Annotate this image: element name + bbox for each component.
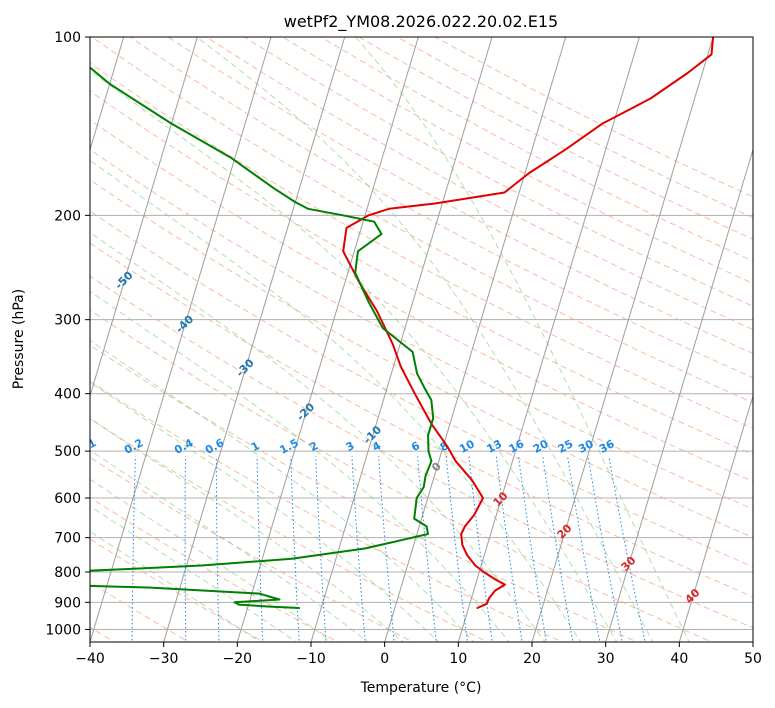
- isotherm-line: [605, 147, 753, 642]
- moist-adiabat-line: [90, 449, 369, 642]
- mixing-ratio-label: 13: [485, 437, 505, 456]
- y-tick-label: 200: [54, 208, 81, 224]
- x-axis-ticks: −40 −30 −20 −10 0 10 20 30 40 50: [75, 642, 762, 667]
- y-tick-label: 800: [54, 565, 81, 581]
- mixing-ratio-label: 10: [457, 437, 477, 456]
- temperature-profile-line: [342, 37, 715, 609]
- moist-adiabat-line: [90, 478, 333, 642]
- mixing-ratio-line: [131, 456, 136, 642]
- y-axis-ticks: 100 200 300 400 500 600 700 800 900 1000: [45, 30, 90, 638]
- mixing-ratio-label: 20: [531, 437, 551, 456]
- y-tick-label: 1000: [45, 622, 81, 638]
- dewpoint-profile-line: [90, 66, 435, 609]
- dry-adiabat-line: [244, 37, 753, 307]
- dry-adiabat-line: [90, 119, 753, 483]
- skewed-isotherms: [90, 37, 753, 642]
- isotherm-line: [236, 37, 419, 642]
- mixing-ratio-label: 30: [576, 437, 596, 456]
- isotherm-line: [90, 37, 272, 642]
- x-axis-label: Temperature (°C): [360, 680, 482, 696]
- x-tick-label: −10: [296, 651, 326, 667]
- moist-adiabat-line: [90, 381, 440, 642]
- dry-adiabat-line: [90, 581, 190, 642]
- y-tick-label: 100: [54, 30, 81, 46]
- dry-adiabat-line: [90, 275, 753, 629]
- isotherm-line: [163, 37, 346, 642]
- y-tick-label: 300: [54, 313, 81, 329]
- mixing-ratio-label: 25: [556, 437, 576, 456]
- isotherm-line: [678, 394, 753, 642]
- moist-adiabat-line: [90, 231, 546, 642]
- moist-adiabat-line: [196, 37, 654, 642]
- x-tick-label: 20: [523, 651, 541, 667]
- y-tick-label: 700: [54, 531, 81, 547]
- moist-adiabat-line: [90, 290, 511, 642]
- isotherm-line: [90, 37, 125, 152]
- mixing-ratio-line: [290, 456, 300, 642]
- mixing-ratio-line: [215, 456, 220, 642]
- dry-adiabat-line: [91, 37, 753, 404]
- y-tick-label: 400: [54, 387, 81, 403]
- dry-adiabat-line: [206, 37, 753, 331]
- dry-adiabat-line: [90, 210, 753, 568]
- dry-adiabat-line: [90, 242, 753, 598]
- isotherm-line: [310, 37, 493, 642]
- isotherm-line: [384, 37, 567, 642]
- mixing-ratio-line: [567, 456, 601, 642]
- y-tick-label: 500: [54, 444, 81, 460]
- x-tick-label: 30: [597, 651, 615, 667]
- x-tick-label: −40: [75, 651, 105, 667]
- mixing-ratio-label: 0.1: [75, 436, 98, 457]
- sounding-profiles: [90, 37, 715, 609]
- dry-adiabat-line: [90, 456, 415, 642]
- mixing-ratio-line: [256, 456, 264, 642]
- isotherm-line: [90, 37, 198, 398]
- dry-adiabat-line: [90, 179, 753, 539]
- dry-adiabat-line: [90, 309, 713, 642]
- moist-adiabat-line: [90, 417, 404, 642]
- plot-frame: [89, 36, 754, 643]
- moist-adiabat-line: [90, 339, 475, 642]
- dry-adiabat-line: [129, 37, 753, 379]
- chart-title: wetPf2_YM08.2026.022.20.02.E15: [284, 12, 558, 32]
- isotherm-line: [457, 37, 640, 642]
- x-tick-label: 50: [744, 651, 762, 667]
- moist-adiabat-line: [90, 159, 582, 642]
- x-tick-label: 0: [380, 651, 389, 667]
- x-tick-label: 10: [449, 651, 467, 667]
- isotherm-line: [531, 37, 714, 642]
- dry-adiabat-line: [90, 538, 265, 642]
- plot-area: 0.10.20.40.611.52346810131620253036-100-…: [75, 37, 753, 642]
- mixing-ratio-label: 36: [597, 437, 617, 456]
- y-axis-label: Pressure (hPa): [11, 289, 27, 389]
- mixing-ratio-label: 16: [507, 437, 527, 456]
- moist-adiabat-line: [355, 37, 690, 642]
- dry-adiabat-line: [90, 418, 489, 642]
- y-tick-label: 600: [54, 491, 81, 507]
- x-tick-label: −20: [223, 651, 253, 667]
- mixing-ratio-line: [608, 456, 646, 642]
- dry-adiabat-line: [90, 344, 639, 642]
- dry-adiabats: [90, 37, 753, 642]
- x-tick-label: 40: [670, 651, 688, 667]
- y-tick-label: 900: [54, 595, 81, 611]
- mixing-ratio-line: [315, 456, 327, 642]
- dry-adiabat-line: [90, 148, 753, 510]
- mixing-ratio-line: [587, 456, 623, 642]
- x-tick-label: −30: [149, 651, 179, 667]
